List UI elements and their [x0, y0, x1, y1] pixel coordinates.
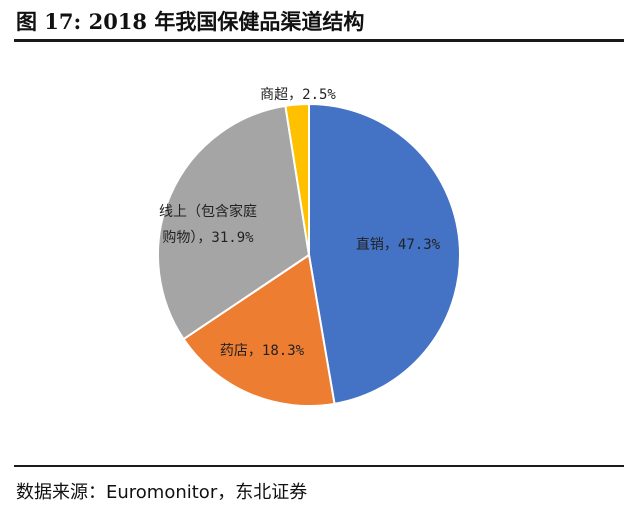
- title-rule: [14, 39, 624, 42]
- source-note: 数据来源：Euromonitor，东北证券: [16, 482, 308, 503]
- pie-slice-1: [308, 102, 461, 405]
- chart-title: 图 17: 2018 年我国保健品渠道结构: [16, 9, 365, 34]
- slice-label-4: 商超，2.5%: [260, 87, 336, 103]
- slice-label-2: 药店，18.3%: [220, 343, 305, 359]
- slice-label-1: 直销，47.3%: [356, 236, 441, 253]
- pie-slice-2: [182, 253, 336, 407]
- slice-label-3: 线上（包含家庭购物），31.9%: [159, 203, 257, 246]
- pie-slice-4: [284, 102, 310, 256]
- source-rule: [14, 465, 624, 467]
- pie-slice-3: [157, 104, 311, 341]
